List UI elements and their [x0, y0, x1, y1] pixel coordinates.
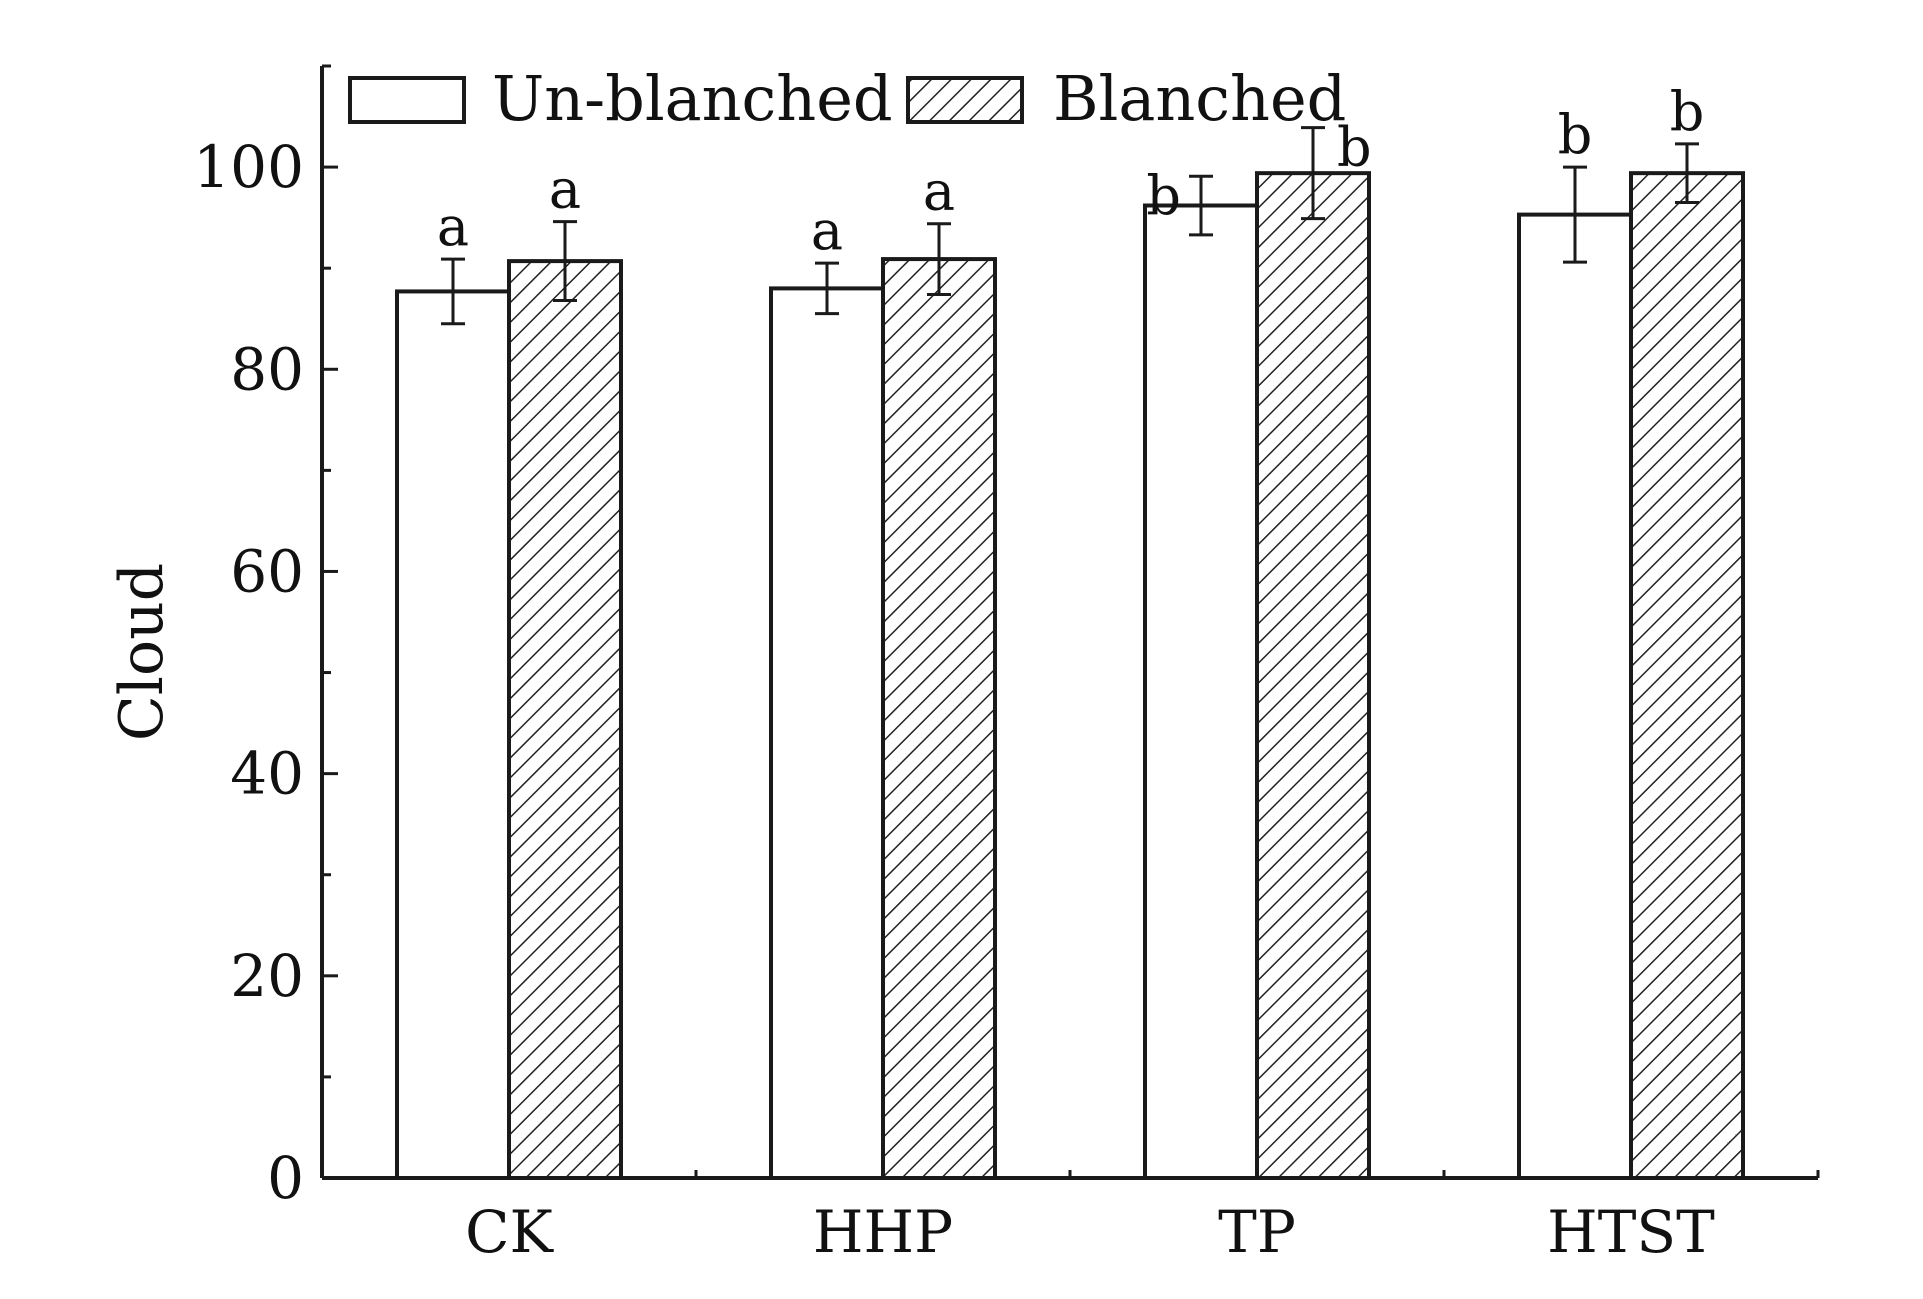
y-tick-label: 80	[230, 335, 304, 403]
bar-unblanched	[1143, 203, 1259, 1181]
bar-unblanched	[395, 289, 511, 1180]
significance-label: b	[1558, 103, 1593, 166]
significance-label: a	[437, 195, 469, 258]
significance-label: b	[1670, 80, 1705, 143]
y-tick-label: 100	[193, 133, 304, 201]
legend-swatch-unblanched	[348, 76, 466, 124]
bar-blanched	[881, 257, 997, 1181]
x-tick-label: CK	[465, 1198, 554, 1266]
significance-label: a	[923, 160, 955, 223]
y-tick-label: 20	[230, 942, 304, 1010]
legend-label: Blanched	[1053, 62, 1346, 135]
x-tick-label: HHP	[813, 1198, 953, 1266]
y-tick-label: 60	[230, 537, 304, 605]
bar-blanched	[1629, 171, 1745, 1180]
significance-label: b	[1337, 116, 1372, 179]
bar-blanched	[1255, 171, 1371, 1180]
y-tick-label: 40	[230, 740, 304, 808]
bar-blanched	[507, 259, 623, 1180]
y-axis-title: Cloud	[107, 563, 177, 741]
legend-swatch-blanched	[906, 76, 1024, 124]
legend-label: Un-blanched	[492, 62, 893, 135]
significance-label: a	[811, 199, 843, 262]
significance-label: b	[1146, 164, 1181, 227]
legend: Un-blanched Blanched	[348, 62, 1346, 135]
bar-unblanched	[769, 286, 885, 1180]
bar-unblanched	[1517, 212, 1633, 1180]
y-tick-label: 0	[267, 1144, 304, 1212]
x-tick-label: TP	[1218, 1198, 1296, 1266]
plot-area: 0 20 40 60 80 100 Cloud CK a a HHP a a TP b b HTST b b	[107, 64, 1820, 1266]
x-tick-label: HTST	[1547, 1198, 1715, 1266]
significance-label: a	[549, 158, 581, 221]
